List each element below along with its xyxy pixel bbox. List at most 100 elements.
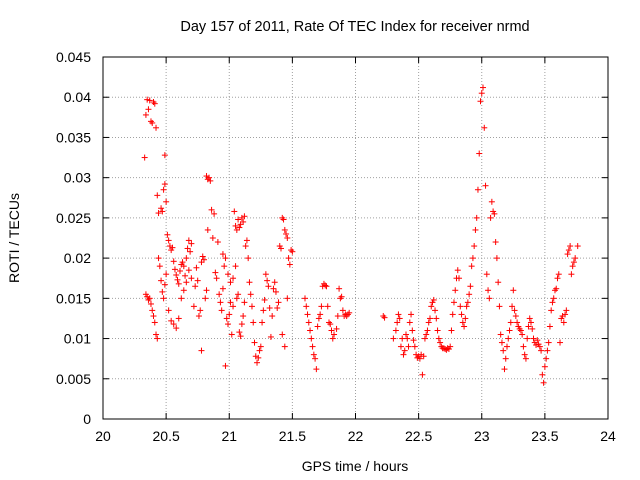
data-point bbox=[545, 339, 552, 346]
data-point bbox=[434, 327, 441, 334]
y-tick-label: 0.01 bbox=[64, 331, 91, 347]
data-point bbox=[476, 150, 483, 157]
data-point bbox=[177, 267, 184, 274]
data-point bbox=[235, 291, 242, 298]
data-point bbox=[151, 100, 158, 107]
data-point bbox=[212, 269, 219, 276]
data-point bbox=[233, 295, 240, 302]
data-point bbox=[170, 321, 177, 328]
data-point bbox=[318, 303, 325, 310]
data-point bbox=[153, 124, 160, 131]
data-point bbox=[437, 339, 444, 346]
data-point bbox=[563, 307, 570, 314]
data-point bbox=[204, 226, 211, 233]
data-point bbox=[141, 154, 148, 161]
data-point bbox=[238, 321, 245, 328]
data-point bbox=[161, 152, 168, 159]
data-point bbox=[185, 267, 192, 274]
data-point bbox=[519, 331, 526, 338]
data-point bbox=[260, 307, 267, 314]
data-point bbox=[182, 272, 189, 279]
x-tick-label: 21 bbox=[221, 428, 237, 444]
data-point bbox=[305, 319, 312, 326]
data-point bbox=[514, 319, 521, 326]
data-point bbox=[487, 214, 494, 221]
data-point bbox=[550, 295, 557, 302]
data-point bbox=[336, 285, 343, 292]
data-point bbox=[241, 299, 248, 306]
data-point bbox=[400, 351, 407, 358]
data-point bbox=[313, 366, 320, 373]
data-point bbox=[222, 255, 229, 262]
data-point bbox=[564, 251, 571, 258]
data-point bbox=[488, 198, 495, 205]
data-point bbox=[486, 295, 493, 302]
data-point bbox=[410, 337, 417, 344]
data-point bbox=[222, 362, 229, 369]
data-point bbox=[498, 339, 505, 346]
data-point bbox=[560, 319, 567, 326]
data-point bbox=[183, 279, 190, 286]
data-point bbox=[184, 245, 191, 252]
data-point bbox=[565, 247, 572, 254]
data-point bbox=[426, 315, 433, 322]
data-point bbox=[266, 304, 273, 311]
data-point bbox=[553, 285, 560, 292]
data-point bbox=[175, 315, 182, 322]
data-point bbox=[275, 299, 282, 306]
data-point bbox=[211, 210, 218, 217]
data-point bbox=[491, 210, 498, 217]
data-point bbox=[403, 331, 409, 338]
data-point bbox=[286, 261, 293, 268]
data-point bbox=[155, 210, 162, 217]
data-point bbox=[392, 327, 399, 334]
data-point bbox=[540, 379, 547, 386]
data-point bbox=[567, 243, 574, 250]
data-point bbox=[425, 319, 432, 326]
data-point bbox=[472, 226, 479, 233]
data-point bbox=[554, 275, 561, 282]
data-point bbox=[346, 309, 353, 316]
data-point bbox=[188, 240, 195, 247]
data-point bbox=[522, 355, 529, 362]
y-tick-label: 0.025 bbox=[56, 210, 91, 226]
data-point bbox=[219, 285, 226, 292]
data-point bbox=[411, 343, 418, 350]
data-point bbox=[530, 335, 537, 342]
data-point bbox=[463, 303, 470, 310]
data-point bbox=[390, 335, 397, 342]
data-point bbox=[543, 355, 550, 362]
axis-ticks: 20 20.5 21 21.5 22 22.5 23 23.5 24 0 0.005 0.01 0.01… bbox=[56, 49, 616, 444]
data-point bbox=[170, 258, 177, 265]
data-point bbox=[221, 263, 228, 270]
data-point bbox=[207, 177, 214, 184]
data-point bbox=[197, 307, 204, 314]
data-point bbox=[314, 323, 321, 330]
data-point bbox=[506, 327, 513, 334]
data-point bbox=[322, 282, 329, 289]
data-point bbox=[147, 300, 154, 307]
data-point bbox=[549, 299, 556, 306]
data-point bbox=[302, 295, 308, 302]
data-point bbox=[421, 335, 428, 342]
data-point bbox=[331, 331, 338, 338]
data-point bbox=[466, 291, 473, 298]
data-point bbox=[278, 245, 285, 252]
data-point bbox=[504, 343, 510, 350]
x-tick-label: 24 bbox=[600, 428, 616, 444]
data-point bbox=[240, 313, 247, 320]
data-point bbox=[474, 186, 481, 193]
data-point bbox=[467, 283, 474, 290]
data-point bbox=[315, 315, 322, 322]
data-point bbox=[187, 248, 194, 255]
y-tick-label: 0.03 bbox=[64, 170, 91, 186]
data-point bbox=[206, 174, 213, 181]
data-point bbox=[449, 311, 456, 318]
data-point bbox=[155, 255, 162, 262]
x-tick-label: 22.5 bbox=[405, 428, 432, 444]
data-point bbox=[304, 311, 311, 318]
data-point bbox=[164, 231, 171, 238]
data-point bbox=[469, 255, 476, 262]
data-point bbox=[507, 319, 514, 326]
data-point bbox=[217, 299, 224, 306]
